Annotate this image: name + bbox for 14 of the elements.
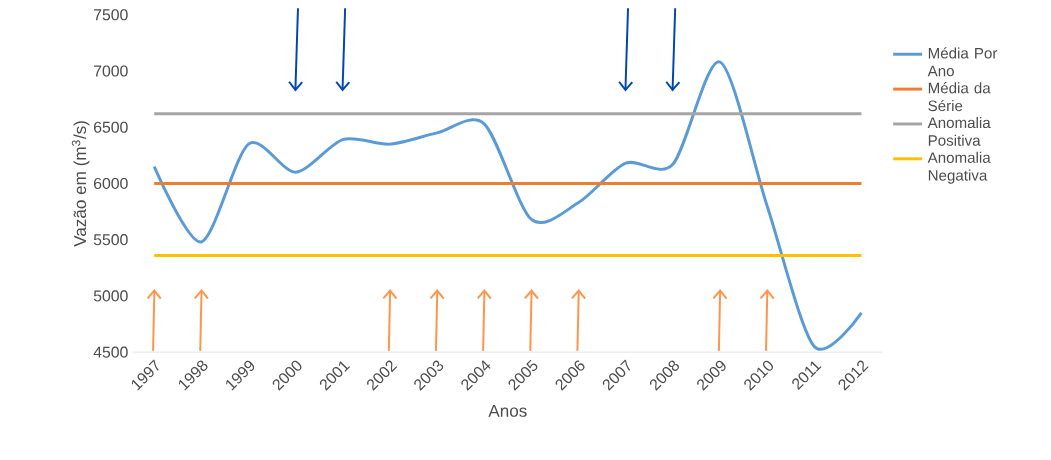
y-tick-label: 4500 <box>93 346 128 358</box>
y-tick-label: 6500 <box>94 121 128 133</box>
y-tick-label: 5000 <box>93 290 128 302</box>
legend-label: Anomalia Positiva <box>927 117 991 147</box>
y-tick-label: 5500 <box>93 234 128 246</box>
line-series <box>152 60 863 350</box>
x-axis-title: Anos <box>488 405 527 418</box>
legend-label: Anomalia Negativa <box>927 152 991 184</box>
y-tick-label: 7500 <box>94 9 128 21</box>
y-axis-title: Vazão em (m$^{3}$/s) <box>71 121 90 247</box>
legend-label: Média da Série <box>928 82 991 112</box>
y-tick-label: 7000 <box>94 65 128 77</box>
legend-label: Média Por Ano <box>927 47 998 77</box>
y-tick-label: 6000 <box>94 178 128 190</box>
